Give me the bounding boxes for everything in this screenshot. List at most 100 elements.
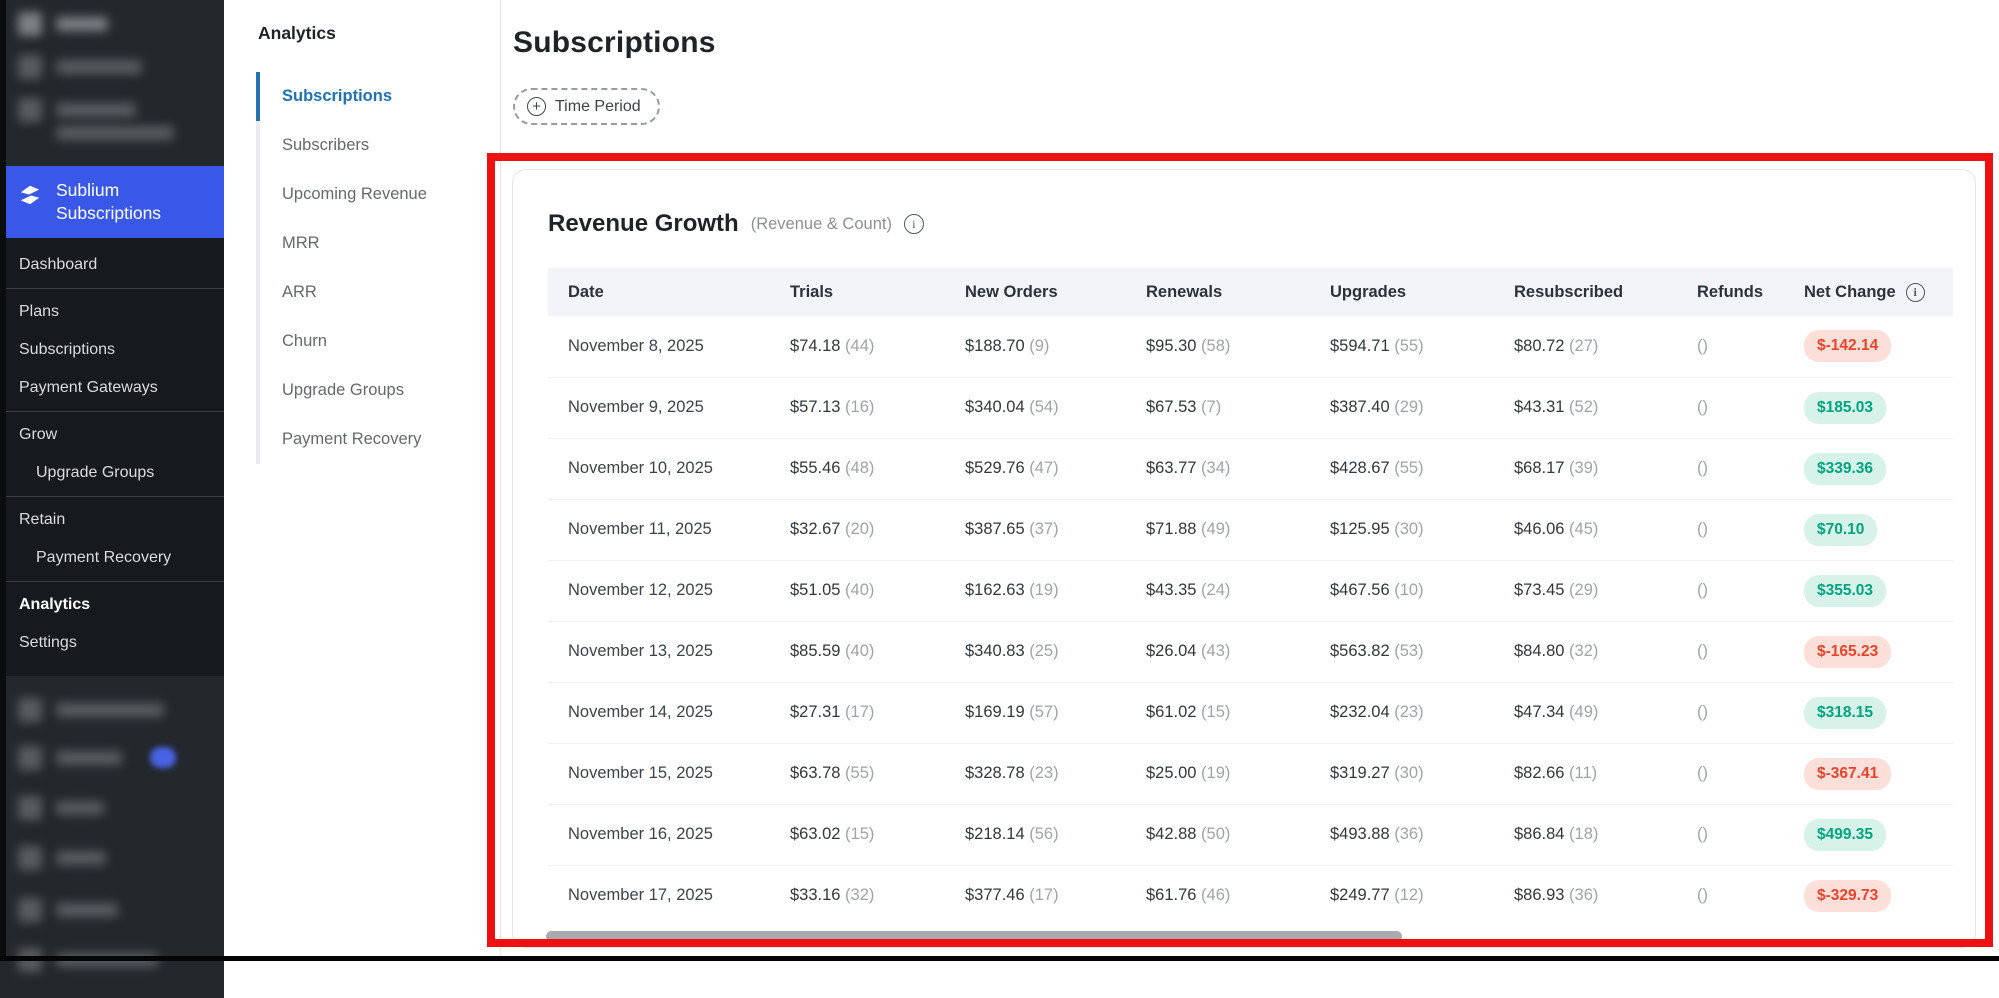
cell-new-orders: $169.19 (57) [945,681,1126,743]
cell-upgrades: $319.27 (30) [1310,742,1494,804]
sidebar-item-dashboard[interactable]: Dashboard [19,255,98,273]
cell-refunds: () [1677,620,1784,682]
subnav-item-subscriptions[interactable]: Subscriptions [256,72,500,121]
time-period-button[interactable]: + Time Period [513,88,660,125]
cell-resubscribed: $80.72 (27) [1514,336,1599,355]
net-change-info-icon[interactable]: i [1905,282,1925,302]
cell-trials: $27.31 (17) [770,681,945,743]
cell-net-change: $355.03 [1784,559,1953,621]
cell-net-change: $339.36 [1784,437,1953,499]
sidebar-item-payment-recovery[interactable]: Payment Recovery [36,548,172,566]
cell-new-orders: $188.70 (9) [965,336,1050,355]
cell-refunds: () [1677,437,1784,499]
cell-refunds: () [1677,681,1784,743]
column-header-net-change: Net Change i [1784,268,1953,316]
cell-date: November 16, 2025 [548,803,770,865]
cell-new-orders: $387.65 (37) [945,498,1126,560]
cell-upgrades: $387.40 (29) [1310,376,1494,438]
cell-new-orders: $162.63 (19) [945,559,1126,621]
redacted-menu-item [18,795,104,820]
table-row: November 8, 2025 $74.18 (44) $188.70 (9) $9… [548,316,1953,377]
cell-upgrades: $125.95 (30) [1310,498,1494,560]
cell-date: November 11, 2025 [548,498,770,560]
net-change-badge: $-142.14 [1804,330,1892,363]
sidebar-item-grow[interactable]: Grow [19,425,58,443]
net-change-badge: $185.03 [1804,391,1887,424]
sidebar-item-sublium-subscriptions[interactable]: Sublium Subscriptions [0,166,224,238]
cell-upgrades: $467.56 (10) [1310,559,1494,621]
sidebar-item-payment-gateways[interactable]: Payment Gateways [19,378,158,396]
cell-resubscribed: $84.80 (32) [1494,620,1677,682]
subnav-item-subscribers[interactable]: Subscribers [282,136,370,154]
table-row: November 16, 2025 $63.02 (15) $218.14 (56)… [548,803,1953,865]
cell-net-change: $-329.73 [1784,864,1953,926]
redacted-menu-section-top [0,0,224,166]
cell-renewals: $61.76 (46) [1126,864,1310,926]
subnav-item-payment-recovery[interactable]: Payment Recovery [282,430,422,448]
horizontal-scrollbar[interactable] [546,931,1402,942]
table-row: November 17, 2025 $33.16 (32) $377.46 (17)… [548,864,1953,926]
sidebar-item-plans[interactable]: Plans [19,302,60,320]
column-header-new-orders: New Orders [945,268,1126,316]
cell-refunds: () [1677,803,1784,865]
table-row: November 14, 2025 $27.31 (17) $169.19 (57)… [548,681,1953,743]
time-period-label: Time Period [555,97,641,115]
info-icon[interactable]: i [903,214,924,234]
net-change-badge: $318.15 [1804,696,1887,729]
screenshot-frame-bottom [0,956,1999,961]
column-header-renewals: Renewals [1126,268,1310,316]
cell-date: November 15, 2025 [548,742,770,804]
subnav-item-churn[interactable]: Churn [282,332,327,350]
sublium-logo-icon [17,182,43,208]
cell-trials: $32.67 (20) [770,498,945,560]
cell-resubscribed: $86.93 (36) [1494,864,1677,926]
cell-new-orders: $340.83 (25) [945,620,1126,682]
net-change-badge: $-329.73 [1804,879,1892,912]
net-change-badge: $-367.41 [1804,757,1892,790]
cell-upgrades: $232.04 (23) [1310,681,1494,743]
cell-renewals: $42.88 (50) [1126,803,1310,865]
cell-refunds: () [1677,498,1784,560]
cell-net-change: $-367.41 [1784,742,1953,804]
cell-resubscribed: $86.84 (18) [1494,803,1677,865]
cell-net-change: $70.10 [1784,498,1953,560]
cell-renewals: $26.04 (43) [1126,620,1310,682]
table-row: November 9, 2025 $57.13 (16) $340.04 (54) $… [548,376,1953,438]
redacted-menu-item [18,98,136,122]
redacted-menu-item [18,745,176,770]
sidebar-item-retain[interactable]: Retain [19,510,66,528]
cell-net-change: $499.35 [1784,803,1953,865]
table-row: November 15, 2025 $63.78 (55) $328.78 (23)… [548,742,1953,804]
column-header-date: Date [548,268,770,316]
cell-resubscribed: $47.34 (49) [1494,681,1677,743]
cell-date: November 13, 2025 [548,620,770,682]
sidebar-plugin-label: Sublium Subscriptions [56,180,162,223]
cell-resubscribed: $82.66 (11) [1494,742,1677,804]
cell-date: November 17, 2025 [548,864,770,926]
cell-upgrades: $428.67 (55) [1310,437,1494,499]
wp-admin-sidebar: Sublium Subscriptions Dashboard Plans Subs… [0,0,224,998]
subnav-item-mrr[interactable]: MRR [282,234,320,252]
subnav-item-upcoming-revenue[interactable]: Upcoming Revenue [282,185,427,203]
column-header-trials: Trials [770,268,945,316]
table-row: November 13, 2025 $85.59 (40) $340.83 (25)… [548,620,1953,682]
sidebar-item-upgrade-groups[interactable]: Upgrade Groups [36,463,155,481]
cell-trials: $63.78 (55) [770,742,945,804]
sidebar-item-subscriptions[interactable]: Subscriptions [19,340,116,358]
sidebar-item-analytics[interactable]: Analytics [19,595,91,613]
plugin-submenu: Dashboard Plans Subscriptions Payment Gatew… [0,237,224,676]
cell-net-change: $185.03 [1784,376,1953,438]
page-title: Subscriptions [513,26,716,59]
cell-refunds: () [1677,376,1784,438]
subnav-item-upgrade-groups[interactable]: Upgrade Groups [282,381,404,399]
sidebar-item-settings[interactable]: Settings [19,633,77,651]
menu-divider [0,410,224,412]
subnav-item-arr[interactable]: ARR [282,283,317,301]
redacted-menu-item [18,55,142,79]
cell-new-orders: $340.04 (54) [945,376,1126,438]
net-change-badge: $499.35 [1804,818,1887,851]
cell-resubscribed: $68.17 (39) [1494,437,1677,499]
subnav-title: Analytics [258,23,336,43]
cell-renewals: $67.53 (7) [1126,376,1310,438]
cell-trials: $55.46 (48) [770,437,945,499]
